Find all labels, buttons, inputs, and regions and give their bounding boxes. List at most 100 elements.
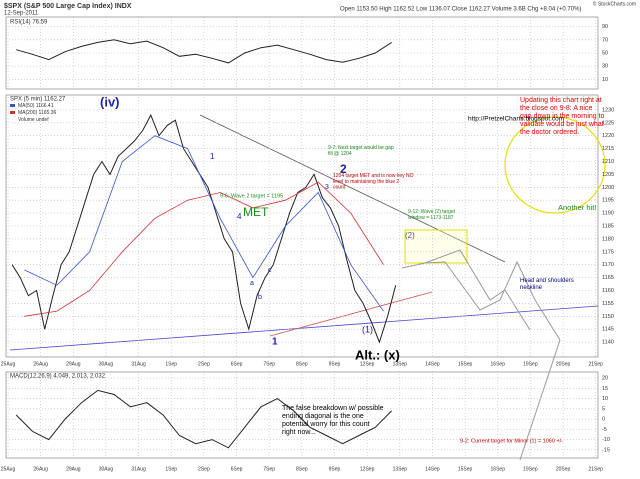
data-line: [15, 389, 392, 449]
panel-title: RSI(14) 76.59: [10, 20, 48, 26]
x-tick-label: 29Aug: [66, 361, 81, 367]
annotation: Updating this chart right at the close on…: [520, 97, 605, 136]
annotation: 1204 target MET and is now key NO level t…: [333, 173, 414, 191]
x-tick-label: 6Sep: [231, 361, 243, 367]
x-tick-label: 12Sep: [360, 361, 375, 367]
y-tick-label: 1140: [602, 340, 614, 346]
x-tick-label: 30Aug: [99, 466, 114, 472]
y-tick-label: 1210: [602, 159, 614, 165]
annotation: 9-6: Wave 2 target = 1195: [220, 193, 283, 199]
x-tick-label: 26Aug: [33, 466, 48, 472]
y-tick-label: 15: [602, 386, 608, 392]
target-box: [404, 229, 468, 264]
y-tick-label: 90: [602, 24, 608, 30]
y-tick-label: 1150: [602, 314, 614, 320]
panel-title: MACD(12,26,9) 4.049, 2.013, 2.032: [10, 374, 106, 380]
y-tick-label: 1190: [602, 211, 614, 217]
x-tick-label: 2Sep: [198, 361, 210, 367]
y-tick-label: 1175: [602, 249, 614, 255]
y-tick-label: 1220: [602, 133, 614, 139]
x-tick-label: 21Sep: [588, 361, 603, 367]
x-tick-label: 7Sep: [263, 466, 275, 472]
y-tick-label: 50: [602, 50, 608, 56]
annotation: 3: [325, 184, 329, 191]
panel-title: SPX (5 min) 1162.27: [10, 97, 66, 103]
x-tick-label: 12Sep: [360, 466, 375, 472]
annotation: (2): [405, 231, 415, 240]
legend-swatch: [10, 104, 15, 107]
x-tick-label: 14Sep: [425, 466, 440, 472]
x-tick-label: 13Sep: [393, 466, 408, 472]
y-tick-label: 1185: [602, 223, 614, 229]
annotation: a: [250, 280, 254, 287]
x-tick-label: 31Aug: [131, 361, 146, 367]
credit: © StockCharts.com: [593, 0, 636, 7]
annotation: Head and shoulders neckline: [520, 278, 574, 291]
annotation: http://PretzelCharts.blogspot.com: [468, 116, 564, 123]
y-tick-label: 1225: [602, 120, 614, 126]
y-tick-label: 1160: [602, 288, 614, 294]
quote: Open 1153.50 High 1162.52 Low 1136.07 Cl…: [340, 7, 581, 13]
annotation: Alt.: (x): [355, 347, 400, 362]
y-tick-label: 1170: [602, 262, 614, 268]
y-tick-label: 1165: [602, 275, 614, 281]
data-line: [16, 39, 392, 64]
ma-line: [24, 135, 384, 312]
x-tick-label: 30Aug: [99, 361, 114, 367]
annotation: b: [258, 294, 262, 301]
x-tick-label: 14Sep: [425, 361, 440, 367]
annotation: The false breakdown w/ possible ending di…: [282, 405, 384, 436]
x-tick-label: 8Sep: [296, 466, 308, 472]
x-tick-label: 19Sep: [523, 466, 538, 472]
annotation: (1): [362, 324, 373, 334]
y-tick-label: 1180: [602, 236, 614, 242]
x-tick-label: 29Aug: [66, 466, 81, 472]
y-tick-label: -15: [602, 447, 610, 453]
projection: [401, 260, 561, 341]
y-tick-label: 30: [602, 64, 608, 70]
y-tick-label: 20: [602, 376, 608, 382]
annotation: 1: [272, 337, 278, 348]
x-tick-label: 2Sep: [198, 466, 210, 472]
annotation: c: [268, 267, 272, 274]
annotation: 4: [237, 212, 242, 221]
y-tick-label: -5: [602, 427, 607, 433]
x-tick-label: 21Sep: [588, 466, 603, 472]
x-tick-label: 31Aug: [131, 466, 146, 472]
x-tick-label: 20Sep: [556, 466, 571, 472]
data-line: [11, 113, 397, 344]
annotation: 9-7: Next target would be gap fill @ 1204: [328, 145, 394, 157]
x-tick-label: 25Aug: [1, 361, 16, 367]
x-tick-label: 15Sep: [458, 361, 473, 367]
date: 12-Sep-2011: [4, 11, 39, 17]
y-tick-label: 1205: [602, 172, 614, 178]
annotation: 2: [340, 162, 347, 176]
x-tick-label: 8Sep: [296, 361, 308, 367]
x-tick-label: 20Sep: [556, 361, 571, 367]
x-tick-label: 7Sep: [263, 361, 275, 367]
y-tick-label: 10: [602, 396, 608, 402]
x-tick-label: 26Aug: [33, 361, 48, 367]
legend-entry: Volume undef: [18, 117, 49, 123]
x-tick-label: 6Sep: [231, 466, 243, 472]
y-tick-label: 5: [602, 406, 605, 412]
ma-line: [24, 181, 384, 317]
x-tick-label: 15Sep: [458, 466, 473, 472]
annotation: 9-12: Wave (2) target window = 1173-1187: [408, 209, 456, 221]
neckline: [9, 305, 599, 351]
y-tick-label: 70: [602, 37, 608, 43]
x-tick-label: 16Sep: [491, 466, 506, 472]
symbol: $SPX (S&P 500 Large Cap Index) INDX: [4, 3, 132, 10]
x-tick-label: 9Sep: [329, 361, 341, 367]
x-tick-label: 16Sep: [491, 361, 506, 367]
x-tick-label: 1Sep: [165, 466, 177, 472]
y-tick-label: 0: [602, 417, 605, 423]
y-tick-label: 1155: [602, 301, 614, 307]
trendline: [199, 114, 506, 263]
trendline: [269, 291, 433, 337]
y-tick-label: 1230: [602, 107, 614, 113]
annotation: 9-2: Current target for Minor (1) = 1060…: [460, 438, 563, 444]
x-tick-label: 9Sep: [329, 466, 341, 472]
